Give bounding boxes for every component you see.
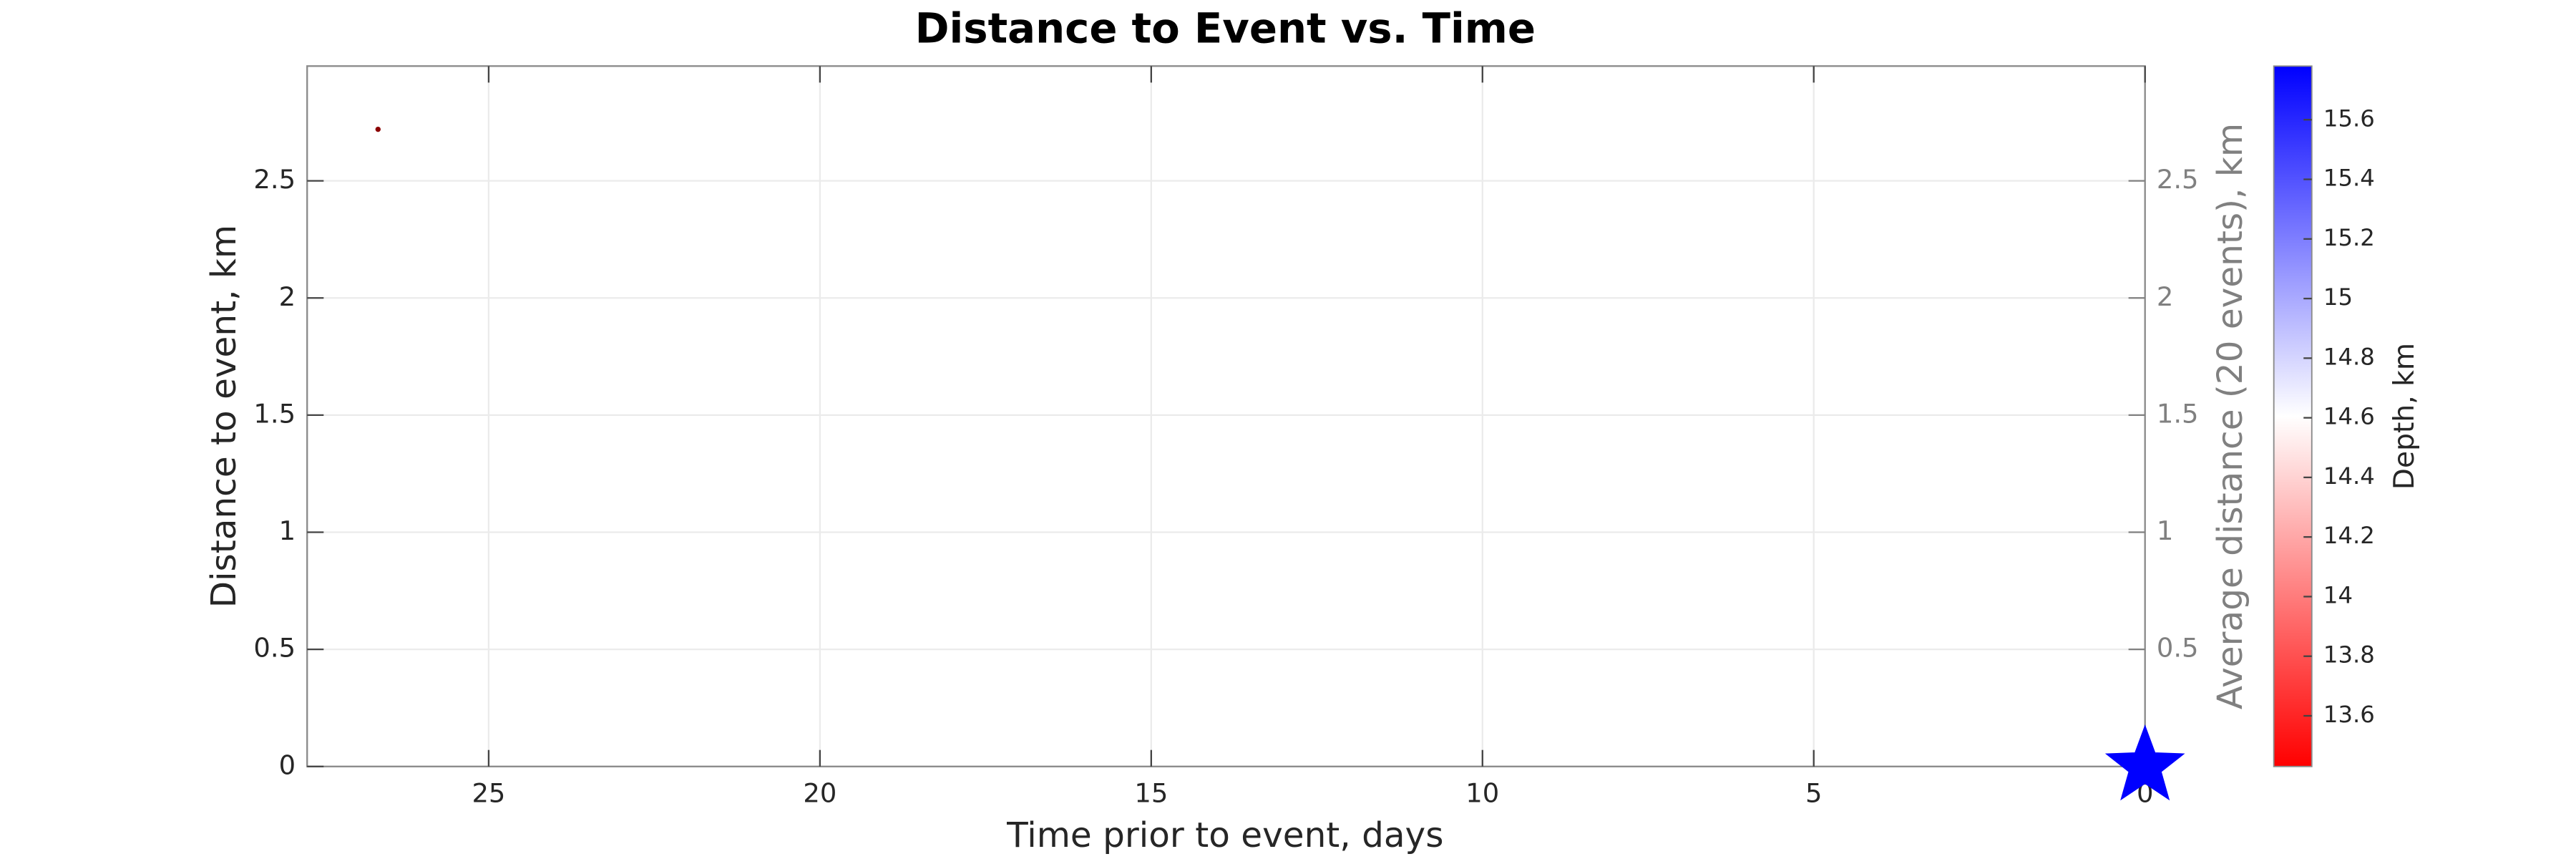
colorbar (2273, 65, 2313, 767)
y-tick-label: 1 (279, 515, 296, 546)
y2-axis-label: Average distance (20 events), km (2210, 123, 2250, 709)
colorbar-tick-label: 14.8 (2323, 343, 2375, 370)
colorbar-tick-label: 15.6 (2323, 105, 2375, 132)
chart-title: Distance to Event vs. Time (915, 4, 1536, 52)
y2-tick-label: 2 (2157, 281, 2173, 312)
x-tick-label: 25 (472, 778, 505, 809)
x-tick-label: 5 (1805, 778, 1822, 809)
colorbar-tick-label: 14.2 (2323, 522, 2375, 549)
y2-tick-label: 1 (2157, 515, 2173, 546)
y-tick-label: 0.5 (253, 633, 296, 664)
y2-tick-label: 0.5 (2157, 633, 2199, 664)
y-tick-label: 1.5 (253, 398, 296, 429)
colorbar-tick-label: 13.8 (2323, 641, 2375, 669)
x-tick-label: 15 (1134, 778, 1168, 809)
colorbar-tick-label: 14.6 (2323, 403, 2375, 430)
x-tick-label: 20 (803, 778, 836, 809)
plot-frame (306, 65, 2146, 767)
y2-tick-label: 1.5 (2157, 398, 2199, 429)
colorbar-tick-label: 13.6 (2323, 701, 2375, 728)
colorbar-tick-label: 14 (2323, 581, 2353, 608)
colorbar-label: Depth, km (2389, 343, 2421, 490)
colorbar-tick-label: 15.2 (2323, 224, 2375, 251)
y-axis-label: Distance to event, km (204, 225, 244, 608)
y2-tick-label: 2.5 (2157, 164, 2199, 195)
colorbar-tick-label: 14.4 (2323, 462, 2375, 490)
point (375, 126, 381, 132)
event-star (2104, 724, 2185, 801)
colorbar-tick-label: 15 (2323, 283, 2353, 311)
x-axis-label: Time prior to event, days (1006, 815, 1443, 855)
y-tick-label: 2.5 (253, 164, 296, 195)
x-tick-label: 10 (1465, 778, 1499, 809)
y-tick-label: 2 (279, 281, 296, 312)
y-tick-label: 0 (279, 749, 296, 780)
colorbar-tick-label: 15.4 (2323, 165, 2375, 192)
